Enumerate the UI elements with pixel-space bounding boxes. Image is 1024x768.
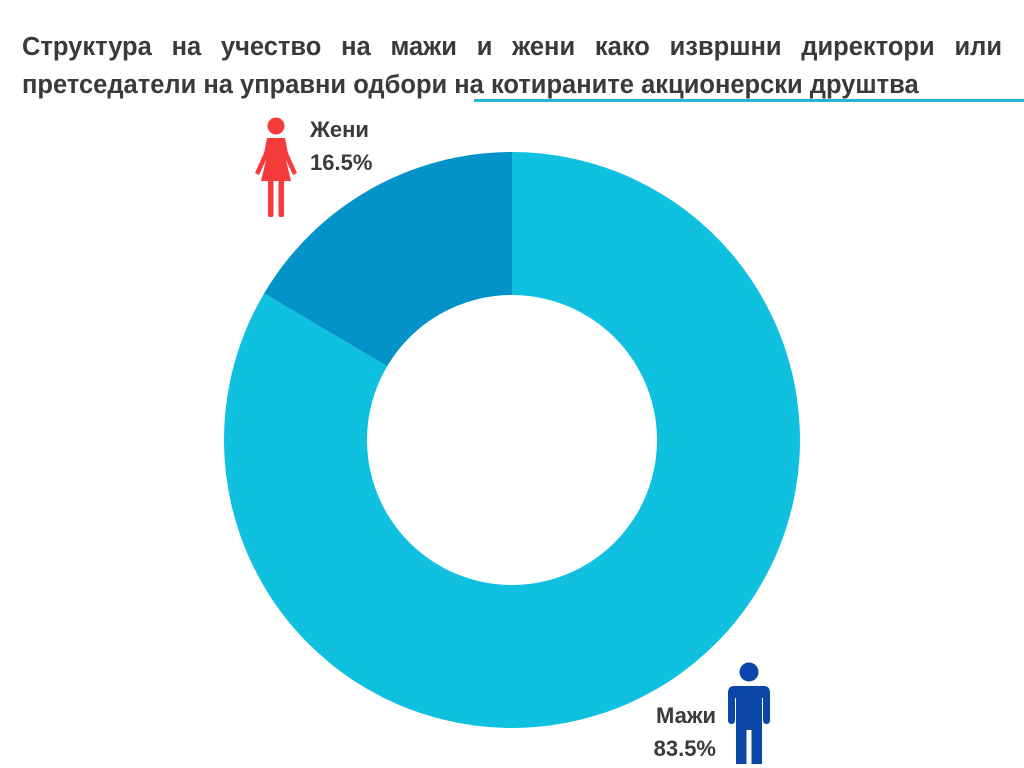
- chart-title-line-1: Структура на учество на мажи и жени како…: [22, 33, 1002, 61]
- man-icon: [728, 662, 770, 764]
- chart-title: Структура на учество на мажи и жени како…: [22, 28, 1002, 104]
- woman-icon: [255, 117, 297, 217]
- donut-slice-women: [264, 152, 512, 367]
- chart-title-line-2: претседатели на управни одбори на котира…: [22, 71, 919, 99]
- donut-slices: [223, 152, 800, 728]
- women-category-label: Жени: [309, 117, 369, 142]
- title-accent-line: [474, 99, 1024, 102]
- donut-slice-men: [223, 152, 800, 728]
- women-value-label: 16.5%: [310, 150, 372, 175]
- men-value-label: 83.5%: [654, 736, 716, 761]
- men-label-group: Мажи 83.5%: [654, 662, 770, 764]
- women-label-group: Жени 16.5%: [255, 117, 372, 217]
- men-category-label: Мажи: [656, 703, 716, 728]
